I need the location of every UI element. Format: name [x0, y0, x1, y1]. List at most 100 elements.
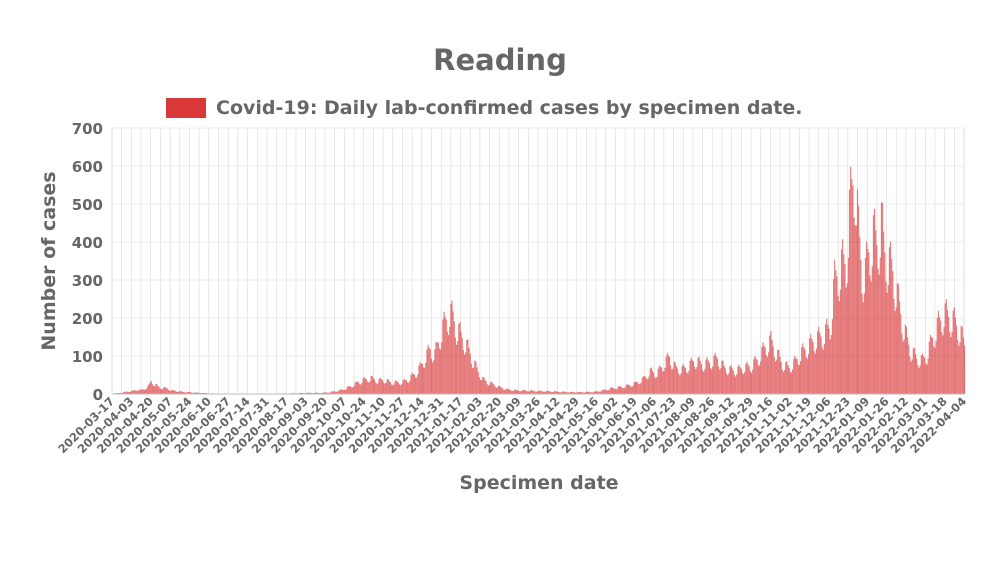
bar: [846, 283, 848, 394]
bar: [355, 381, 357, 394]
bar: [183, 392, 185, 394]
bar: [489, 384, 491, 394]
bar: [731, 368, 733, 394]
bar: [569, 391, 572, 394]
bar: [856, 189, 859, 394]
bar: [317, 392, 319, 394]
bar: [137, 390, 139, 394]
bar: [786, 361, 788, 394]
bar: [829, 339, 831, 394]
bar: [714, 352, 716, 394]
bar: [632, 385, 634, 394]
bar: [862, 302, 864, 394]
bar: [925, 363, 927, 394]
bar: [306, 392, 308, 394]
bar: [850, 166, 852, 394]
bar: [879, 257, 881, 394]
bar: [322, 392, 324, 394]
bar: [845, 287, 847, 394]
bar: [780, 361, 782, 394]
bar: [653, 372, 655, 394]
bar: [401, 384, 403, 394]
legend: Covid-19: Daily lab-confirmed cases by s…: [166, 97, 802, 119]
bar: [170, 390, 172, 394]
bar: [926, 364, 928, 394]
bar: [629, 385, 631, 394]
bar: [385, 382, 387, 394]
bar: [770, 331, 772, 394]
bar: [755, 358, 757, 394]
bar: [638, 383, 640, 394]
bar: [842, 239, 844, 394]
bar: [450, 303, 452, 394]
bar: [684, 367, 687, 394]
bar: [445, 319, 447, 394]
bar: [837, 295, 839, 394]
bar: [160, 389, 163, 394]
bar: [581, 392, 583, 394]
bar: [376, 383, 378, 394]
bar: [601, 389, 603, 394]
bar: [909, 356, 911, 394]
bar: [746, 361, 748, 394]
bar: [634, 381, 636, 394]
bar: [605, 389, 607, 394]
bar: [561, 391, 564, 394]
bar: [573, 392, 575, 394]
bar: [645, 376, 647, 394]
bar: [588, 391, 590, 394]
bar: [479, 379, 482, 394]
bar: [788, 367, 790, 394]
bar: [383, 382, 385, 394]
bar: [462, 349, 464, 394]
bar: [695, 369, 697, 394]
bar: [565, 391, 567, 394]
bar: [473, 367, 475, 394]
bar: [559, 392, 561, 394]
bar: [467, 339, 469, 394]
bar: [627, 384, 630, 394]
bar: [514, 389, 516, 394]
bar: [454, 337, 456, 394]
bar: [855, 225, 857, 394]
bar: [600, 391, 602, 394]
bar: [895, 307, 897, 394]
bar: [884, 252, 886, 394]
bar: [367, 381, 369, 394]
bar: [720, 368, 722, 394]
bar: [643, 376, 646, 394]
bar: [437, 342, 439, 394]
bar: [139, 389, 141, 394]
bar: [344, 390, 346, 394]
bar: [339, 389, 341, 394]
bar: [675, 366, 677, 394]
bar: [952, 310, 954, 394]
bar: [886, 292, 888, 394]
bar: [478, 377, 480, 394]
bar: [911, 359, 913, 394]
bar: [942, 335, 944, 394]
bar: [524, 390, 526, 394]
bar: [672, 368, 674, 394]
bar: [607, 390, 609, 394]
bar: [147, 385, 149, 394]
bar: [354, 382, 356, 394]
bar: [400, 385, 402, 394]
bar: [314, 392, 316, 394]
bar: [919, 365, 921, 394]
bar: [761, 347, 763, 394]
bar: [424, 367, 426, 394]
bar: [594, 391, 597, 394]
bar: [519, 391, 521, 394]
bar: [153, 386, 155, 394]
bar: [455, 344, 458, 394]
bar: [688, 370, 690, 394]
bar: [490, 382, 492, 394]
bar: [907, 337, 909, 394]
bar: [526, 391, 528, 394]
bar: [930, 337, 933, 394]
bar: [650, 367, 652, 394]
bar: [616, 388, 618, 394]
bar: [457, 341, 459, 394]
bar: [946, 309, 949, 394]
